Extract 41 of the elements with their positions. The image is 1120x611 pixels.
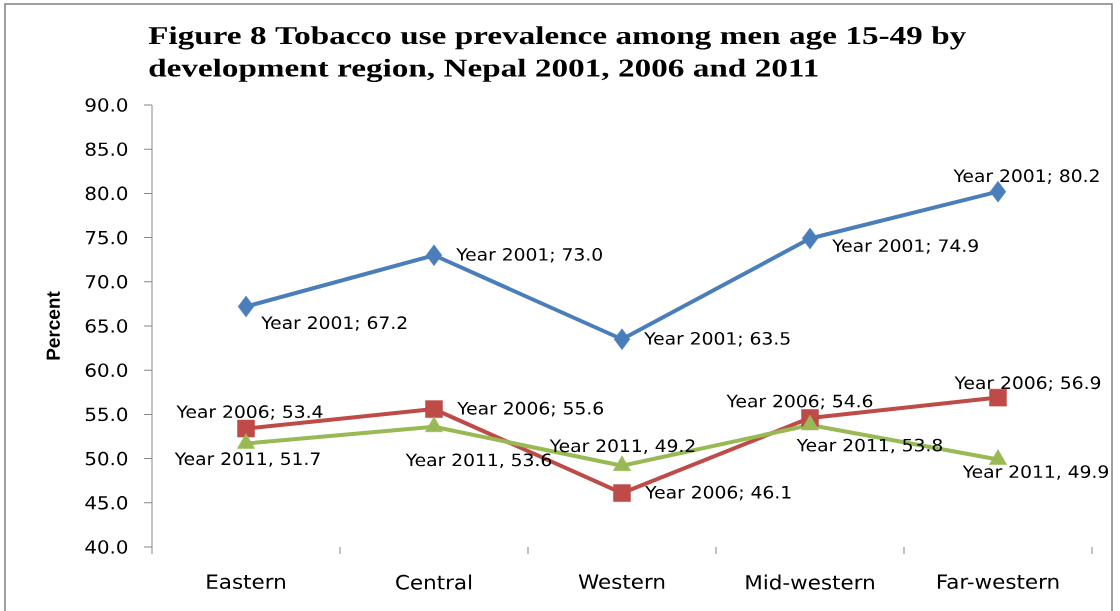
point <box>425 400 443 418</box>
chart-title: Figure 8 Tobacco use prevalence among men age 15-49 by development region, Nepal 2001, 2006 and 2011 <box>148 26 966 83</box>
y-tick-label: 55.0 <box>85 407 128 422</box>
data-label: Year 2011, 53.8 <box>796 438 943 454</box>
point <box>425 244 443 267</box>
y-axis-title: Percent <box>46 291 60 360</box>
data-label: Year 2006; 54.6 <box>726 394 873 410</box>
data-label: Year 2006; 53.4 <box>176 405 323 420</box>
data-label: Year 2001; 67.2 <box>261 316 407 331</box>
y-tick-label: 70.0 <box>86 274 128 289</box>
y-tick-label: 60.0 <box>85 363 128 378</box>
y-tick-label: 85.0 <box>85 142 128 157</box>
y-tick-label: 80.0 <box>85 186 128 201</box>
point <box>237 419 255 438</box>
y-tick-label: 50.0 <box>85 451 128 466</box>
data-label: Year 2011, 53.6 <box>405 453 552 469</box>
point <box>613 484 631 502</box>
data-label: Year 2011, 49.9 <box>962 465 1108 480</box>
data-label: Year 2006; 56.9 <box>954 376 1101 391</box>
x-tick-label: Western <box>578 574 665 590</box>
data-label: Year 2001; 73.0 <box>456 247 602 263</box>
point <box>801 227 819 250</box>
point <box>613 328 631 351</box>
data-label: Year 2006; 55.6 <box>457 401 603 417</box>
data-label: Year 2001; 80.2 <box>953 169 1099 184</box>
data-label: Year 2011, 51.7 <box>174 452 320 467</box>
x-tick-label: Far-western <box>937 574 1059 590</box>
y-tick-label: 40.0 <box>85 540 128 554</box>
y-tick-label: 90.0 <box>85 98 128 112</box>
data-label: Year 2011, 49.2 <box>549 439 695 454</box>
y-tick-label: 65.0 <box>85 319 128 333</box>
data-label: Year 2006; 46.1 <box>645 485 791 501</box>
y-tick-label: 75.0 <box>86 230 128 245</box>
x-tick-label: Central <box>396 574 472 590</box>
x-tick-label: Eastern <box>207 574 285 590</box>
point <box>237 295 255 318</box>
y-tick-label: 45.0 <box>85 495 128 510</box>
point <box>425 416 443 433</box>
data-label: Year 2001; 74.9 <box>832 239 978 254</box>
x-tick-label: Mid-western <box>746 574 874 590</box>
data-label: Year 2001; 63.5 <box>644 331 790 347</box>
